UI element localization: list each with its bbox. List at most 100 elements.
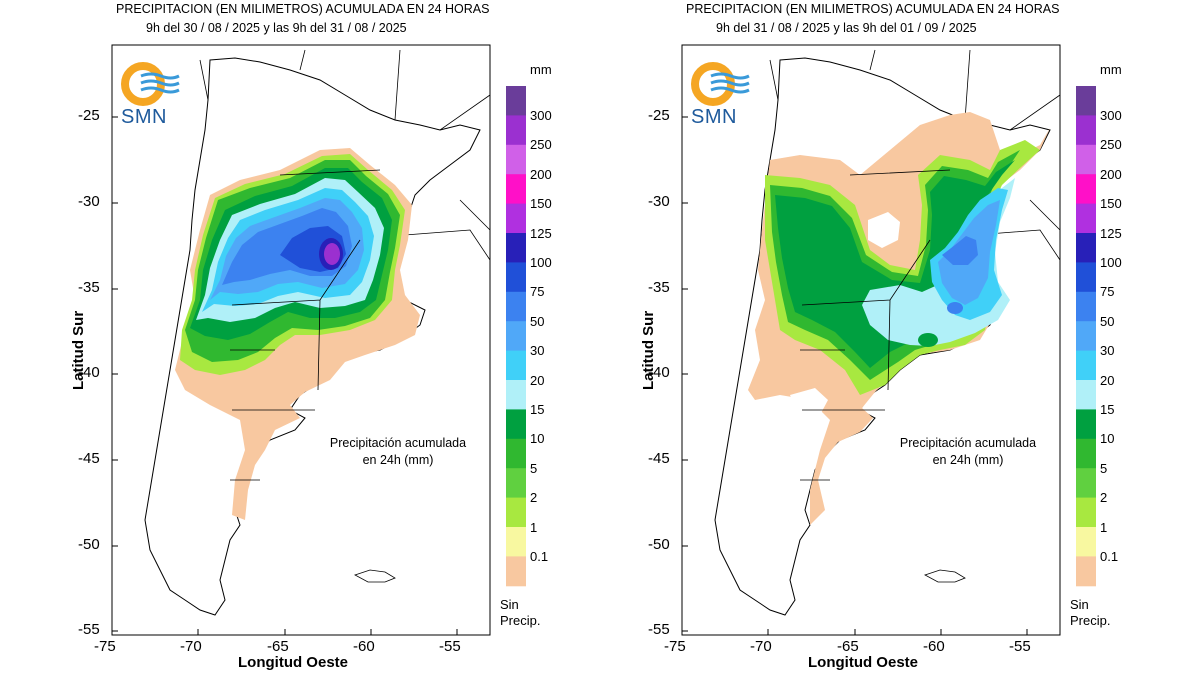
map-subtitle: 9h del 30 / 08 / 2025 y las 9h del 31 / … (146, 21, 407, 35)
x-tick-label: -65 (267, 638, 289, 655)
legend-label: 125 (1100, 225, 1122, 241)
legend-swatch (506, 86, 526, 116)
legend-no-precip: Sin Precip. (1070, 597, 1111, 628)
map-title: PRECIPITACION (EN MILIMETROS) ACUMULADA … (116, 2, 490, 16)
note-line-2: en 24h (mm) (362, 453, 434, 467)
legend-unit: mm (530, 62, 552, 77)
smn-logo-text: SMN (691, 106, 737, 128)
x-tick-label: -65 (837, 638, 859, 655)
legend-swatch (506, 409, 526, 440)
legend-label: 300 (530, 108, 552, 123)
legend-label: 10 (530, 431, 545, 447)
legend-swatch (506, 262, 526, 293)
legend-label: 0.1 (530, 549, 549, 564)
legend-swatch (1076, 291, 1096, 322)
precipitation-map (111, 44, 526, 636)
legend-label: 15 (530, 402, 545, 417)
legend-label: 30 (1100, 343, 1115, 359)
precipitation-map (681, 44, 1096, 636)
legend-label: 50 (530, 313, 545, 329)
legend-label: 100 (530, 255, 552, 270)
legend-label: 150 (530, 196, 552, 212)
y-tick-label: -40 (648, 364, 670, 381)
legend-label: 100 (1100, 255, 1122, 270)
legend-label: 2 (1100, 490, 1108, 506)
legend-label: 15 (1100, 402, 1115, 417)
legend-swatch (506, 144, 526, 175)
x-tick-label: -60 (923, 638, 945, 655)
map-note: Precipitación acumulada en 24h (mm) (318, 435, 478, 469)
legend-no-precip: Sin Precip. (500, 597, 541, 628)
legend-label: 10 (1100, 431, 1115, 447)
x-tick-label: -60 (353, 638, 375, 655)
map-panel-left: PRECIPITACION (EN MILIMETROS) ACUMULADA … (70, 2, 552, 671)
y-tick-label: -35 (78, 279, 100, 296)
legend-swatch (1076, 380, 1096, 410)
legend-swatch (1076, 527, 1096, 557)
legend-label: 250 (1100, 137, 1122, 153)
smn-logo-icon (691, 62, 750, 106)
y-tick-label: -30 (648, 193, 670, 210)
map-note: Precipitación acumulada en 24h (mm) (888, 435, 1048, 469)
legend-swatch (1076, 497, 1096, 528)
legend-swatch (506, 115, 526, 146)
legend-swatch (506, 468, 526, 499)
legend-label: 200 (1100, 166, 1122, 182)
legend-label: 20 (530, 372, 545, 388)
legend-swatch (1076, 174, 1096, 205)
legend-swatch (506, 350, 526, 381)
legend-swatch (506, 527, 526, 557)
y-tick-label: -45 (78, 450, 100, 467)
legend-label: 75 (530, 284, 545, 300)
legend-label: 200 (530, 166, 552, 182)
legend-swatch (506, 438, 526, 469)
legend-swatch (1076, 115, 1096, 146)
x-axis-label: Longitud Oeste (808, 654, 918, 671)
x-tick-label: -55 (439, 638, 461, 655)
y-tick-label: -50 (78, 536, 100, 553)
y-tick-label: -40 (78, 364, 100, 381)
legend-label: 0.1 (1100, 549, 1119, 564)
smn-logo-text: SMN (121, 106, 167, 128)
legend-swatch (506, 556, 526, 587)
legend-label: 1 (1100, 519, 1108, 535)
legend-label: 1 (530, 519, 538, 535)
legend-label: 30 (530, 343, 545, 359)
legend-swatch (1076, 556, 1096, 587)
legend-label: 125 (530, 225, 552, 241)
y-tick-label: -35 (648, 279, 670, 296)
legend-swatch (506, 380, 526, 410)
legend-swatch (1076, 350, 1096, 381)
legend-swatch (506, 233, 526, 263)
legend-swatch (1076, 468, 1096, 499)
x-tick-label: -75 (664, 638, 686, 655)
note-line-2: en 24h (mm) (932, 453, 1004, 467)
y-tick-label: -55 (648, 621, 670, 638)
x-tick-label: -70 (750, 638, 772, 655)
y-tick-label: -50 (648, 536, 670, 553)
x-axis-label: Longitud Oeste (238, 654, 348, 671)
legend-swatch (1076, 321, 1096, 352)
legend-swatch (1076, 262, 1096, 293)
map-panel-right: PRECIPITACION (EN MILIMETROS) ACUMULADA … (570, 0, 1170, 675)
y-tick-label: -25 (78, 107, 100, 124)
legend-swatch (506, 321, 526, 352)
legend-swatch (1076, 144, 1096, 175)
legend-unit: mm (1100, 62, 1122, 77)
legend-swatch (1076, 409, 1096, 440)
y-tick-label: -45 (648, 450, 670, 467)
legend-swatch (1076, 86, 1096, 116)
x-tick-label: -55 (1009, 638, 1031, 655)
legend-label: 250 (530, 137, 552, 153)
smn-logo-icon (121, 62, 180, 106)
x-tick-label: -75 (94, 638, 116, 655)
legend-swatch (506, 291, 526, 322)
x-tick-label: -70 (180, 638, 202, 655)
legend-label: 300 (1100, 108, 1122, 123)
legend-swatch (506, 203, 526, 234)
legend-label: 50 (1100, 313, 1115, 329)
legend-label: 20 (1100, 372, 1115, 388)
legend-label: 75 (1100, 284, 1115, 300)
note-line-1: Precipitación acumulada (329, 436, 467, 450)
legend-swatch (506, 497, 526, 528)
